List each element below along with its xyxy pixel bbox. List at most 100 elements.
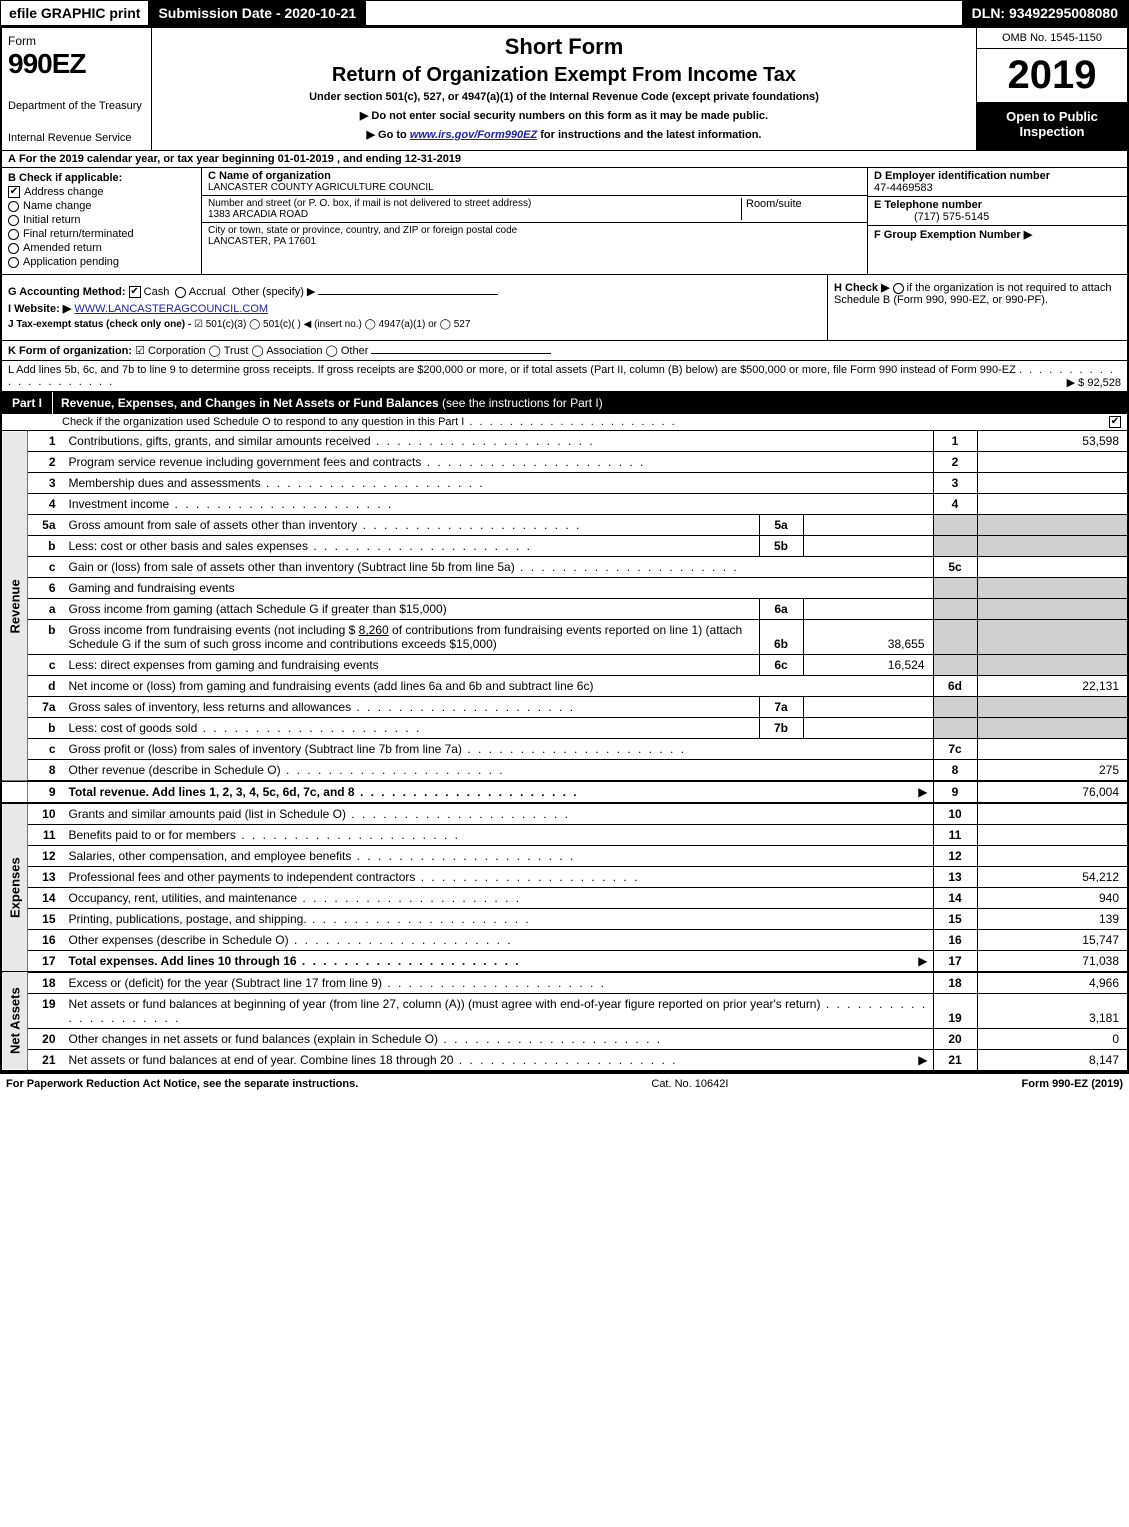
col-c: C Name of organization LANCASTER COUNTY …: [202, 168, 867, 274]
table-row: 21 Net assets or fund balances at end of…: [2, 1050, 1127, 1071]
line-text: Contributions, gifts, grants, and simila…: [69, 434, 595, 448]
line-no: c: [28, 739, 64, 760]
street-value: 1383 ARCADIA ROAD: [208, 209, 741, 220]
line-text: Net assets or fund balances at beginning…: [69, 997, 928, 1025]
d-label: D Employer identification number: [874, 170, 1050, 182]
table-row: 14 Occupancy, rent, utilities, and maint…: [2, 888, 1127, 909]
k-label: K Form of organization:: [8, 345, 132, 357]
table-row: 8 Other revenue (describe in Schedule O)…: [2, 760, 1127, 782]
chk-name-change[interactable]: Name change: [8, 200, 195, 212]
line-text: Salaries, other compensation, and employ…: [69, 849, 576, 863]
side-tab-revenue: Revenue: [2, 431, 28, 782]
shaded-cell: [977, 697, 1127, 718]
line-no: 8: [28, 760, 64, 782]
shaded-cell: [933, 536, 977, 557]
shaded-cell: [977, 620, 1127, 655]
line-text: Other expenses (describe in Schedule O): [69, 933, 513, 947]
row-a: A For the 2019 calendar year, or tax yea…: [2, 150, 1127, 167]
b-label: B Check if applicable:: [8, 172, 195, 184]
j-label: J Tax-exempt status (check only one) -: [8, 319, 191, 330]
table-row: 7a Gross sales of inventory, less return…: [2, 697, 1127, 718]
shaded-cell: [933, 515, 977, 536]
sub3-suffix: for instructions and the latest informat…: [540, 129, 761, 141]
website-link[interactable]: WWW.LANCASTERAGCOUNCIL.COM: [74, 303, 268, 315]
l-amount: ▶ $ 92,528: [1067, 376, 1121, 389]
header-right: OMB No. 1545-1150 2019 Open to Public In…: [977, 28, 1127, 150]
table-row: Revenue 1 Contributions, gifts, grants, …: [2, 431, 1127, 452]
line-text: Membership dues and assessments: [69, 476, 485, 490]
table-row: d Net income or (loss) from gaming and f…: [2, 676, 1127, 697]
table-row: c Gross profit or (loss) from sales of i…: [2, 739, 1127, 760]
num-col: 12: [933, 846, 977, 867]
line-no: 13: [28, 867, 64, 888]
sub-amt: [803, 718, 933, 739]
row-k: K Form of organization: ☑ Corporation ◯ …: [2, 340, 1127, 360]
lines-table: Revenue 1 Contributions, gifts, grants, …: [2, 430, 1127, 1070]
chk-amended-return[interactable]: Amended return: [8, 242, 195, 254]
line-text: Gross income from fundraising events (no…: [69, 623, 359, 637]
amt-col: [977, 846, 1127, 867]
table-row: 4 Investment income 4: [2, 494, 1127, 515]
chk-label: Initial return: [23, 214, 80, 226]
table-row: 2 Program service revenue including gove…: [2, 452, 1127, 473]
shaded-cell: [933, 599, 977, 620]
line-no: b: [28, 620, 64, 655]
chk-address-change[interactable]: Address change: [8, 186, 195, 198]
city-value: LANCASTER, PA 17601: [208, 236, 861, 247]
num-col: 10: [933, 803, 977, 825]
line-no: 10: [28, 803, 64, 825]
table-row: b Gross income from fundraising events (…: [2, 620, 1127, 655]
k-opts: ☑ Corporation ◯ Trust ◯ Association ◯ Ot…: [135, 345, 368, 357]
arrow-icon: ▶: [918, 785, 927, 799]
line-text: Printing, publications, postage, and shi…: [69, 912, 531, 926]
e-phone-row: E Telephone number (717) 575-5145: [868, 197, 1127, 226]
line-no: b: [28, 536, 64, 557]
form-number: 990EZ: [8, 48, 145, 80]
table-row: b Less: cost or other basis and sales ex…: [2, 536, 1127, 557]
line-text: Excess or (deficit) for the year (Subtra…: [69, 976, 606, 990]
subtitle-2: ▶ Do not enter social security numbers o…: [162, 109, 966, 122]
num-col: 18: [933, 972, 977, 994]
part-title: Revenue, Expenses, and Changes in Net As…: [53, 392, 1127, 414]
table-row: 17 Total expenses. Add lines 10 through …: [2, 951, 1127, 973]
line-no: 20: [28, 1029, 64, 1050]
line-no: 6: [28, 578, 64, 599]
amt-col: [977, 825, 1127, 846]
website-label: I Website: ▶: [8, 303, 71, 315]
line-no: 5a: [28, 515, 64, 536]
col-h: H Check ▶ if the organization is not req…: [827, 275, 1127, 340]
arrow-icon: ▶: [918, 1053, 927, 1067]
chk-application-pending[interactable]: Application pending: [8, 256, 195, 268]
chk-final-return[interactable]: Final return/terminated: [8, 228, 195, 240]
amt-col: 54,212: [977, 867, 1127, 888]
amt-col: 8,147: [977, 1050, 1127, 1071]
table-row: Expenses 10 Grants and similar amounts p…: [2, 803, 1127, 825]
line-6b-cell: Gross income from fundraising events (no…: [64, 620, 760, 655]
line-no: c: [28, 655, 64, 676]
d-ein-row: D Employer identification number 47-4469…: [868, 168, 1127, 197]
line-no: 3: [28, 473, 64, 494]
org-name: LANCASTER COUNTY AGRICULTURE COUNCIL: [208, 182, 861, 193]
checkbox-icon: [129, 286, 141, 298]
form-wrapper: Form 990EZ Department of the Treasury In…: [0, 26, 1129, 1072]
col-g: G Accounting Method: Cash Accrual Other …: [2, 275, 827, 340]
line-text: Net assets or fund balances at end of ye…: [69, 1053, 678, 1067]
shaded-cell: [933, 655, 977, 676]
irs-link[interactable]: www.irs.gov/Form990EZ: [410, 129, 537, 141]
col-b: B Check if applicable: Address change Na…: [2, 168, 202, 274]
checkbox-icon: [1109, 416, 1121, 428]
checkbox-icon: [175, 287, 186, 298]
open-public-label: Open to Public Inspection: [977, 103, 1127, 150]
sub-label: 5a: [759, 515, 803, 536]
num-col: 16: [933, 930, 977, 951]
num-col: 1: [933, 431, 977, 452]
num-col: 9: [933, 781, 977, 803]
line-text: Gross amount from sale of assets other t…: [69, 518, 582, 532]
part-title-text: Revenue, Expenses, and Changes in Net As…: [61, 396, 439, 410]
shaded-cell: [933, 578, 977, 599]
form-header: Form 990EZ Department of the Treasury In…: [2, 28, 1127, 150]
chk-initial-return[interactable]: Initial return: [8, 214, 195, 226]
num-col: 13: [933, 867, 977, 888]
c-street-row: Number and street (or P. O. box, if mail…: [202, 196, 867, 223]
subtitle-1: Under section 501(c), 527, or 4947(a)(1)…: [162, 91, 966, 103]
